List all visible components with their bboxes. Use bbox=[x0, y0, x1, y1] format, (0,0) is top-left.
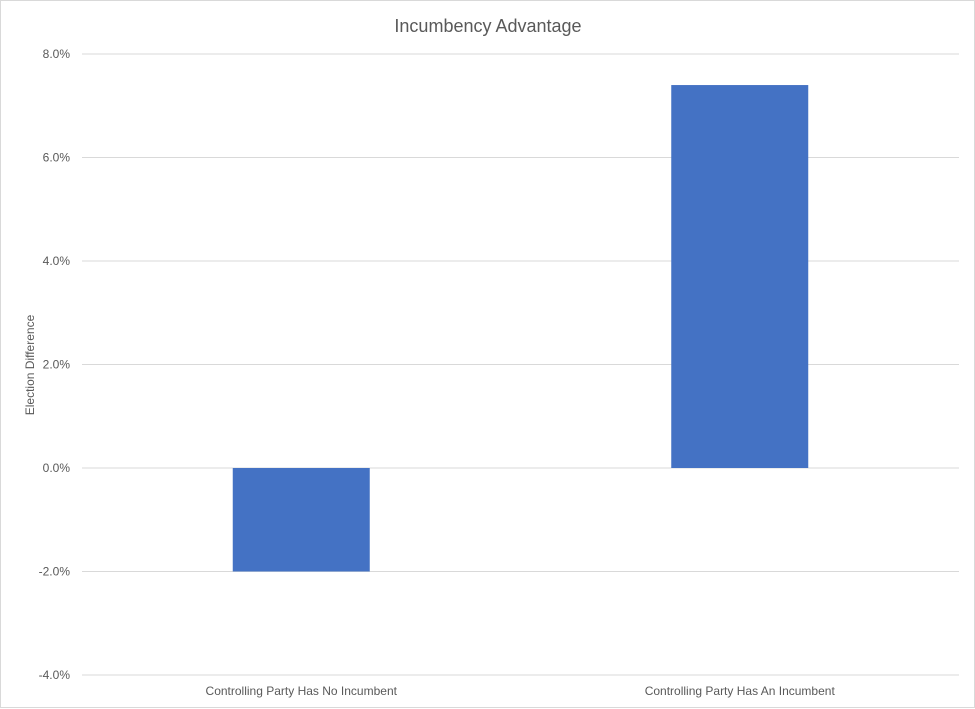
y-tick-label: 4.0% bbox=[43, 254, 71, 268]
x-tick-label: Controlling Party Has An Incumbent bbox=[645, 684, 836, 698]
gridlines bbox=[82, 54, 959, 675]
y-axis-ticks: -4.0% -2.0% 0.0% 2.0% 4.0% 6.0% 8.0% bbox=[39, 47, 71, 682]
y-tick-label: -2.0% bbox=[39, 565, 71, 579]
x-axis-ticks: Controlling Party Has No Incumbent Contro… bbox=[206, 684, 836, 698]
bar bbox=[233, 468, 370, 572]
bars bbox=[233, 85, 809, 571]
chart-title: Incumbency Advantage bbox=[394, 16, 581, 36]
y-tick-label: -4.0% bbox=[39, 668, 71, 682]
bar bbox=[671, 85, 808, 468]
y-tick-label: 6.0% bbox=[43, 151, 71, 165]
y-tick-label: 8.0% bbox=[43, 47, 71, 61]
y-axis-title: Election Difference bbox=[23, 314, 37, 415]
y-tick-label: 2.0% bbox=[43, 358, 71, 372]
y-tick-label: 0.0% bbox=[43, 461, 71, 475]
x-tick-label: Controlling Party Has No Incumbent bbox=[206, 684, 398, 698]
